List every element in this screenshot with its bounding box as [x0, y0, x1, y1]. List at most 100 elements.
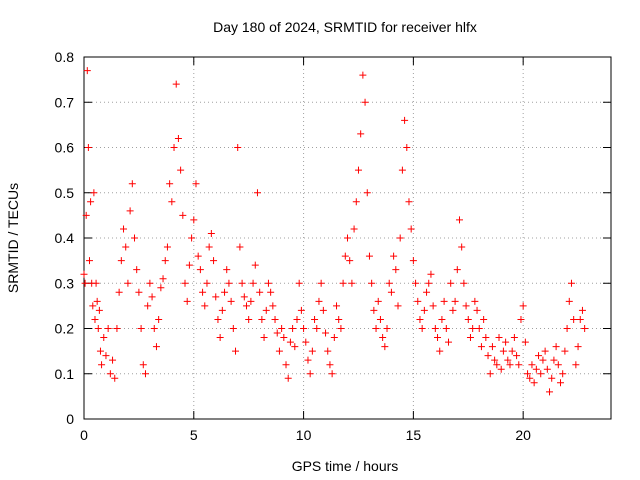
y-tick-label: 0.2: [55, 321, 75, 337]
data-point: [572, 361, 580, 369]
data-point: [302, 338, 310, 346]
data-point: [335, 315, 343, 323]
data-point: [567, 279, 575, 287]
data-point: [337, 325, 345, 332]
data-point: [528, 361, 536, 369]
data-point: [480, 315, 488, 323]
data-point: [390, 252, 398, 260]
data-point: [387, 288, 395, 296]
data-point: [297, 306, 305, 314]
data-point: [122, 243, 130, 251]
data-point: [414, 297, 422, 305]
data-point: [484, 352, 492, 360]
data-point: [313, 325, 321, 332]
data-point: [328, 370, 336, 378]
data-point: [238, 279, 246, 287]
data-point: [442, 325, 450, 332]
data-point: [278, 325, 286, 332]
data-point: [245, 315, 253, 323]
data-point: [93, 297, 101, 305]
data-point: [548, 374, 556, 382]
data-point: [141, 370, 149, 378]
data-point: [561, 347, 569, 355]
x-tick-label: 10: [296, 427, 312, 443]
data-point: [181, 279, 189, 287]
data-point: [120, 225, 128, 233]
data-point: [581, 325, 589, 332]
data-point: [405, 198, 413, 206]
data-point: [304, 356, 312, 364]
data-point: [526, 374, 534, 382]
data-point: [449, 306, 457, 314]
data-point: [530, 379, 538, 387]
data-point: [94, 325, 102, 332]
data-point: [322, 329, 330, 337]
data-point: [425, 279, 433, 287]
data-point: [84, 144, 92, 151]
data-point: [308, 347, 316, 355]
data-point: [346, 257, 354, 265]
data-point: [541, 347, 549, 355]
data-point: [159, 275, 167, 283]
data-point: [365, 252, 373, 260]
data-point: [451, 297, 459, 305]
data-point: [225, 279, 233, 287]
data-point: [172, 80, 180, 88]
data-point: [214, 315, 222, 323]
data-point: [420, 306, 428, 314]
data-point: [333, 302, 341, 310]
data-point: [166, 180, 174, 188]
data-point: [82, 211, 90, 219]
data-point: [109, 356, 117, 364]
data-point: [190, 216, 198, 224]
data-point: [464, 315, 472, 323]
data-point: [574, 343, 582, 351]
data-point: [495, 334, 503, 342]
data-point: [570, 315, 578, 323]
data-point: [229, 325, 237, 332]
data-point: [148, 293, 156, 301]
data-point: [133, 266, 141, 274]
data-point: [210, 257, 218, 265]
data-point: [293, 315, 301, 323]
data-point: [412, 279, 420, 287]
data-point: [273, 329, 281, 337]
data-point: [330, 334, 338, 342]
data-point: [185, 261, 193, 269]
data-point: [106, 370, 114, 378]
data-point: [497, 365, 505, 373]
y-axis-label: SRMTID / TECUs: [5, 183, 21, 293]
data-point: [348, 279, 356, 287]
data-point: [504, 356, 512, 364]
y-tick-label: 0.1: [55, 366, 75, 382]
data-point: [409, 257, 417, 265]
data-point: [256, 288, 264, 296]
data-point: [135, 288, 143, 296]
data-point: [427, 270, 435, 278]
data-point: [453, 266, 461, 274]
data-point: [416, 315, 424, 323]
data-point: [344, 234, 351, 242]
data-point: [315, 297, 323, 305]
data-point: [401, 116, 409, 124]
data-point: [284, 374, 292, 382]
data-point: [352, 198, 360, 206]
data-point: [242, 302, 250, 310]
y-tick-label: 0: [66, 411, 74, 427]
data-point: [286, 338, 294, 346]
data-point: [502, 338, 510, 346]
data-point: [458, 243, 466, 251]
data-point: [447, 279, 455, 287]
data-point: [152, 343, 160, 351]
data-point: [374, 297, 382, 305]
data-point: [376, 315, 384, 323]
data-point: [236, 243, 244, 251]
data-point: [267, 288, 275, 296]
data-point: [249, 279, 257, 287]
data-point: [81, 279, 89, 287]
data-point: [423, 288, 431, 296]
data-point: [552, 343, 560, 351]
data-point: [146, 279, 154, 287]
data-point: [311, 315, 319, 323]
